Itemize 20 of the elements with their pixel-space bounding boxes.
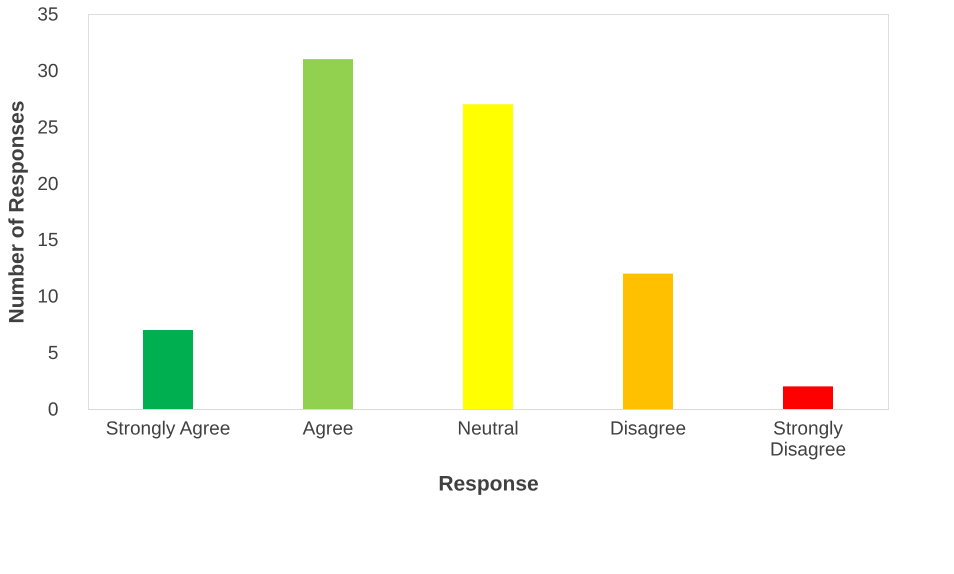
y-tick-label: 10	[37, 286, 58, 308]
y-tick-label: 30	[37, 60, 58, 82]
y-tick-label: 35	[37, 4, 58, 26]
y-tick-label: 20	[37, 174, 58, 195]
bar	[143, 330, 193, 409]
x-tick-label: Neutral	[457, 418, 519, 440]
x-tick-label: Agree	[302, 418, 354, 440]
bar	[623, 274, 673, 409]
y-tick-label: 15	[37, 230, 58, 252]
bar	[463, 104, 513, 409]
x-axis-title: Response	[438, 472, 539, 496]
x-tick-label: Strongly Disagree	[770, 418, 846, 460]
y-tick-label: 5	[48, 343, 58, 364]
y-axis-title: Number of Responses	[5, 100, 28, 324]
x-tick-label: Disagree	[610, 418, 686, 440]
y-tick-label: 0	[48, 400, 58, 420]
bar	[783, 386, 833, 409]
y-tick-label: 25	[37, 117, 58, 138]
bar	[303, 59, 353, 409]
x-tick-label: Strongly Agree	[106, 418, 230, 440]
